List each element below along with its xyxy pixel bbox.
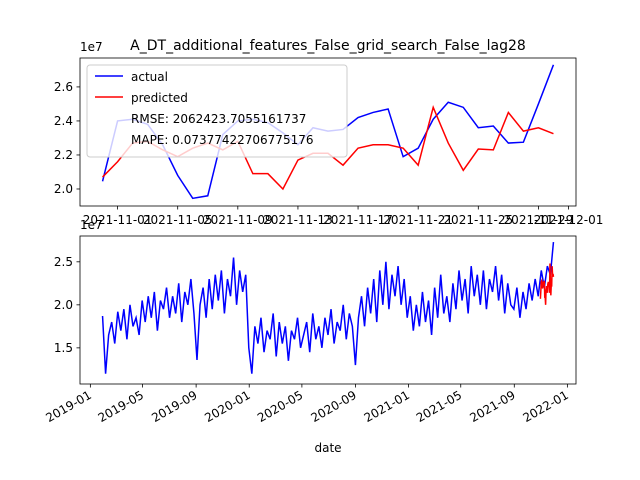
- x-tick-label: 2021-11-09: [203, 213, 273, 227]
- axes-frame: [79, 235, 577, 385]
- data-line: [101, 241, 555, 374]
- y-offset-label: 1e7: [80, 218, 103, 232]
- y-tick-label: 2.6: [54, 80, 73, 94]
- y-tick-label: 2.2: [54, 148, 73, 162]
- legend-box: [86, 64, 348, 158]
- y-tick-label: 2.4: [54, 114, 73, 128]
- axes-frame: [79, 57, 577, 207]
- x-tick-label: 2021-11-01: [83, 213, 153, 227]
- y-tick-label: 1.5: [54, 341, 73, 355]
- legend-annotation: MAPE: 0.07377422706775176: [131, 133, 313, 147]
- x-tick-label: 2021-11-17: [323, 213, 393, 227]
- legend-label: actual: [131, 70, 168, 84]
- plot-area: [101, 241, 555, 374]
- x-tick-label: 2021-11-05: [143, 213, 213, 227]
- y-tick-label: 2.0: [54, 298, 73, 312]
- x-tick-label: 2021-11-13: [263, 213, 333, 227]
- legend-label: predicted: [131, 91, 188, 105]
- x-axis-label: date: [314, 441, 341, 455]
- x-tick-label: 2021-11-29: [504, 213, 574, 227]
- y-offset-label: 1e7: [80, 40, 103, 54]
- x-tick-label: 2021-11-25: [443, 213, 513, 227]
- x-tick-label: 2021-11-21: [383, 213, 453, 227]
- data-line: [539, 263, 555, 305]
- y-tick-label: 2.0: [54, 182, 73, 196]
- chart-title: A_DT_additional_features_False_grid_sear…: [130, 38, 526, 54]
- legend-annotation: RMSE: 2062423.7055161737: [131, 112, 306, 126]
- y-tick-label: 2.5: [54, 255, 73, 269]
- x-tick-label: 2021-12-01: [534, 213, 604, 227]
